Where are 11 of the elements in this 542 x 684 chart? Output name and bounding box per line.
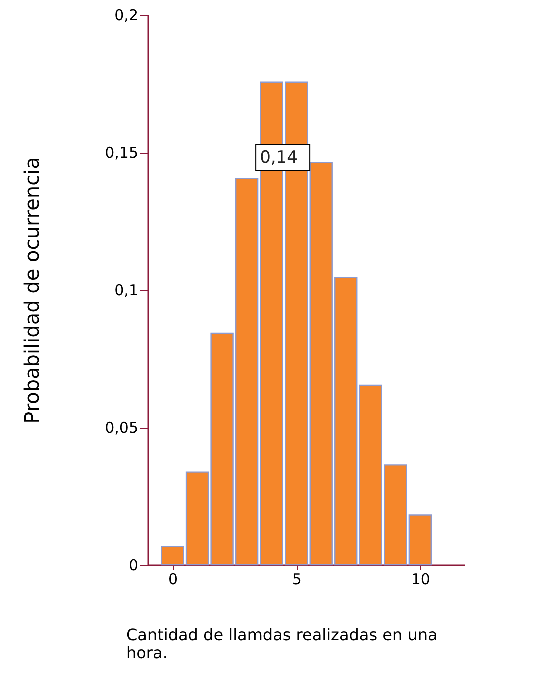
x-tick-label: 5 bbox=[292, 570, 302, 588]
y-axis-title: Probabilidad de ocurrencia bbox=[20, 157, 44, 424]
y-tick-label: 0,15 bbox=[105, 144, 138, 162]
y-tick-label: 0 bbox=[128, 556, 138, 574]
x-tick-label: 0 bbox=[168, 570, 178, 588]
x-axis-title: Cantidad de llamdas realizadas en una hora. bbox=[126, 626, 438, 662]
x-tick-label: 10 bbox=[411, 570, 430, 588]
y-tick-label: 0,2 bbox=[114, 6, 138, 24]
y-tick-label: 0,05 bbox=[105, 419, 138, 437]
annotation: 0,14 bbox=[260, 148, 298, 168]
y-tick-label: 0,1 bbox=[114, 282, 138, 300]
